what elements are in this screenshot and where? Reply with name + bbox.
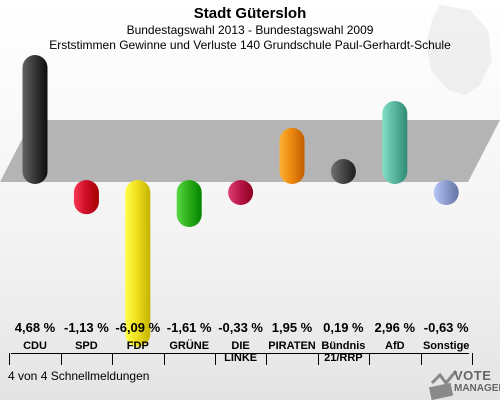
- logo-text-manager: MANAGER: [454, 383, 500, 394]
- bar-sonstige: [433, 180, 459, 205]
- category-label: Sonstige: [422, 340, 470, 352]
- category-label: GRÜNE: [169, 340, 210, 352]
- bar-fdp: [125, 180, 151, 347]
- value-label: -0,63 %: [423, 320, 469, 335]
- value-label: 2,96 %: [374, 320, 416, 335]
- category-label: FDP: [126, 340, 149, 352]
- logo-text-vote: VOTE: [454, 368, 492, 383]
- x-axis-line: [11, 353, 469, 354]
- value-label: 4,68 %: [14, 320, 56, 335]
- value-label: 0,19 %: [323, 320, 364, 335]
- bar-bündnis-21-rrp: [330, 159, 356, 184]
- value-label: 1,95 %: [271, 320, 313, 335]
- x-axis-tick: [60, 353, 62, 365]
- x-axis-tick: [112, 353, 114, 365]
- bar-grüne: [176, 180, 202, 227]
- value-label: -1,13 %: [63, 320, 109, 335]
- votemanager-logo: [428, 370, 458, 400]
- category-label: CDU: [23, 340, 47, 352]
- x-axis-tick: [420, 353, 422, 365]
- bar-die-linke: [228, 180, 254, 205]
- value-label: -6,09 %: [115, 320, 161, 335]
- value-label: -0,33 %: [218, 320, 263, 335]
- x-axis-tick: [471, 353, 473, 365]
- value-label: -1,61 %: [166, 320, 212, 335]
- zero-baseline-plane: [0, 120, 500, 182]
- category-label: PIRATEN: [268, 340, 316, 352]
- bar-afd: [382, 100, 408, 184]
- bar-spd: [73, 180, 99, 215]
- x-axis-tick: [266, 353, 268, 365]
- category-label: DIE LINKE: [224, 340, 258, 364]
- bar-cdu: [22, 55, 48, 184]
- category-label: AfD: [385, 340, 405, 352]
- bar-piraten: [279, 127, 305, 184]
- category-label: Bündnis 21/RRP: [321, 340, 366, 364]
- chart-subtitle-detail: Erststimmen Gewinne und Verluste 140 Gru…: [49, 38, 451, 52]
- x-axis-tick: [214, 353, 216, 365]
- x-axis-tick: [163, 353, 165, 365]
- x-axis-tick: [317, 353, 319, 365]
- x-axis-tick: [9, 353, 11, 365]
- chart-subtitle: Bundestagswahl 2013 - Bundestagswahl 200…: [126, 23, 374, 37]
- category-label: SPD: [75, 340, 98, 352]
- x-axis-tick: [369, 353, 371, 365]
- chart-title: Stadt Gütersloh: [193, 5, 307, 22]
- footer-note: 4 von 4 Schnellmeldungen: [8, 369, 150, 383]
